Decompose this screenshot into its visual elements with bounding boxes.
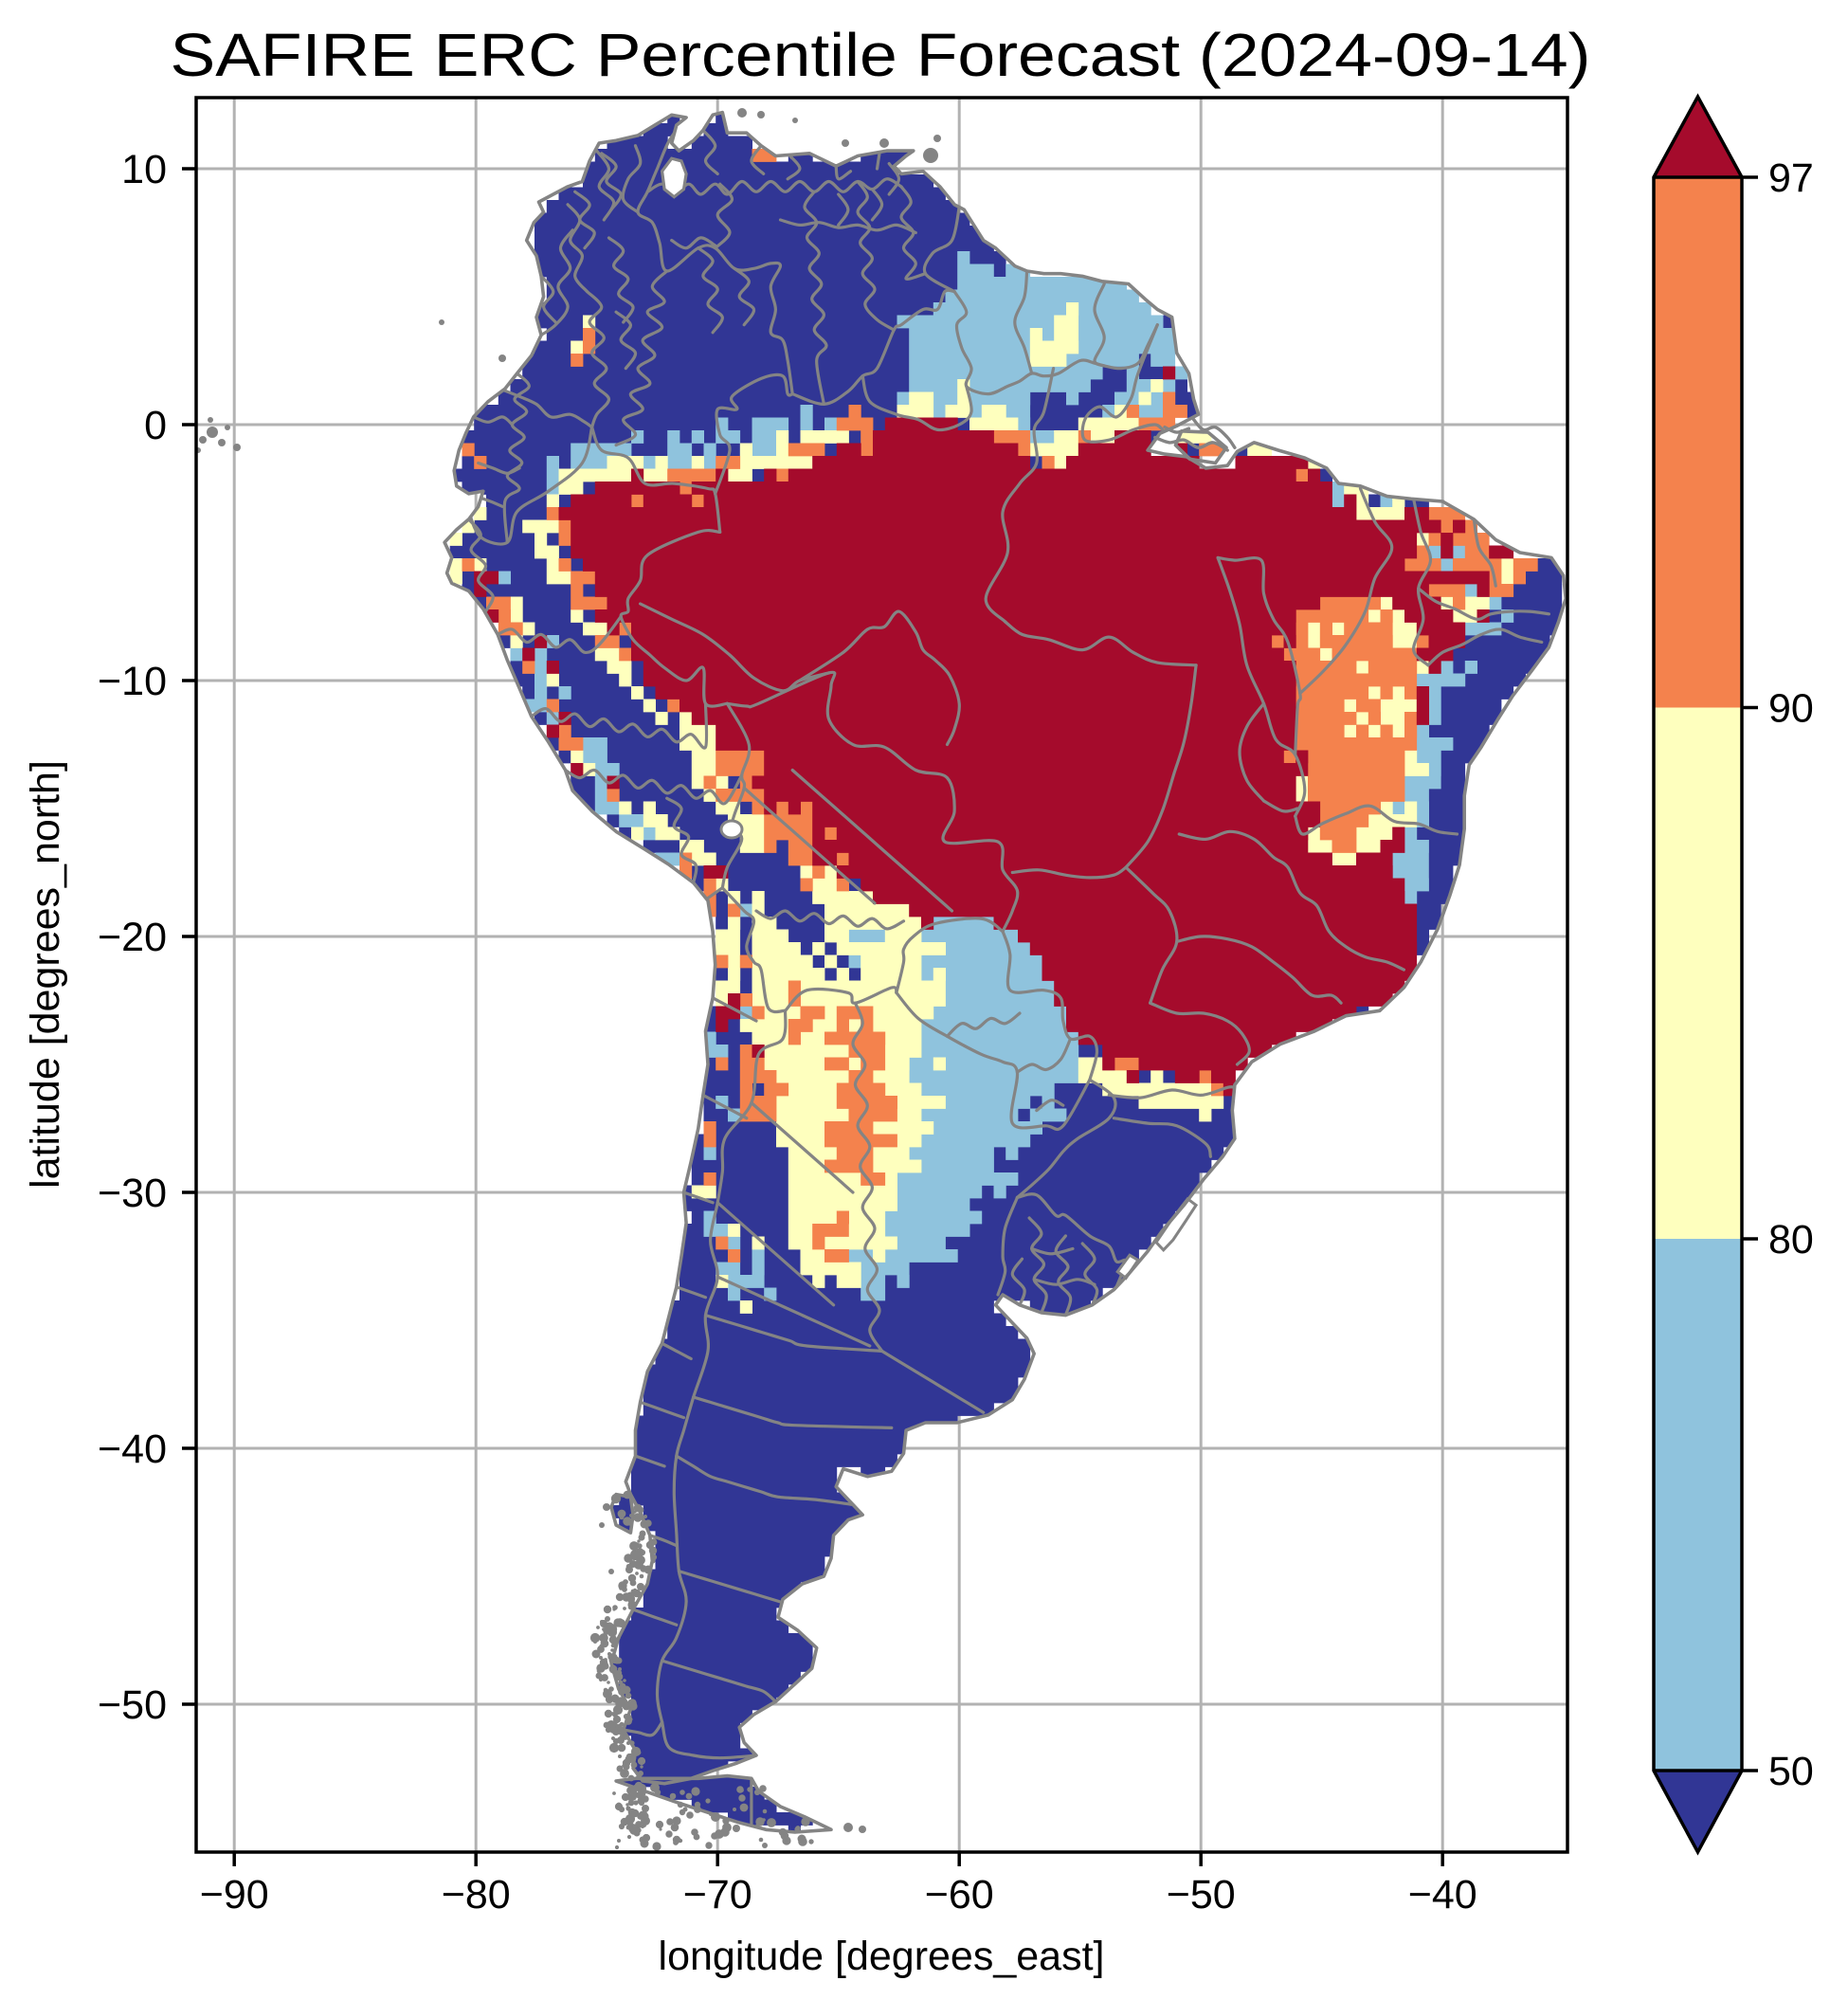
svg-text:10: 10	[121, 147, 167, 192]
svg-text:−50: −50	[98, 1682, 167, 1728]
svg-text:97: 97	[1768, 155, 1814, 201]
svg-text:−40: −40	[98, 1427, 167, 1472]
svg-text:50: 50	[1768, 1749, 1814, 1794]
svg-text:−90: −90	[200, 1872, 269, 1917]
svg-text:80: 80	[1768, 1217, 1814, 1263]
svg-text:90: 90	[1768, 686, 1814, 732]
svg-text:SAFIRE ERC Percentile Forecast: SAFIRE ERC Percentile Forecast (2024-09-…	[171, 21, 1591, 89]
svg-text:−10: −10	[98, 659, 167, 704]
svg-text:latitude [degrees_north]: latitude [degrees_north]	[23, 760, 68, 1189]
svg-text:−80: −80	[442, 1872, 511, 1917]
svg-text:−70: −70	[683, 1872, 752, 1917]
svg-text:0: 0	[144, 403, 167, 448]
svg-text:longitude [degrees_east]: longitude [degrees_east]	[659, 1934, 1105, 1979]
svg-text:−20: −20	[98, 915, 167, 960]
svg-text:−60: −60	[925, 1872, 994, 1917]
svg-text:−50: −50	[1167, 1872, 1236, 1917]
svg-text:−40: −40	[1408, 1872, 1477, 1917]
svg-text:−30: −30	[98, 1171, 167, 1216]
